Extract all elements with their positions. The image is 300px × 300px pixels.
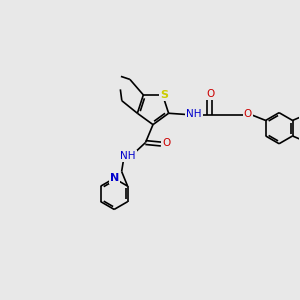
Text: O: O — [206, 89, 214, 99]
Text: N: N — [110, 173, 119, 183]
Text: O: O — [244, 109, 252, 119]
Text: S: S — [160, 90, 168, 100]
Text: NH: NH — [186, 109, 202, 119]
Text: O: O — [162, 138, 170, 148]
Text: NH: NH — [121, 151, 136, 161]
